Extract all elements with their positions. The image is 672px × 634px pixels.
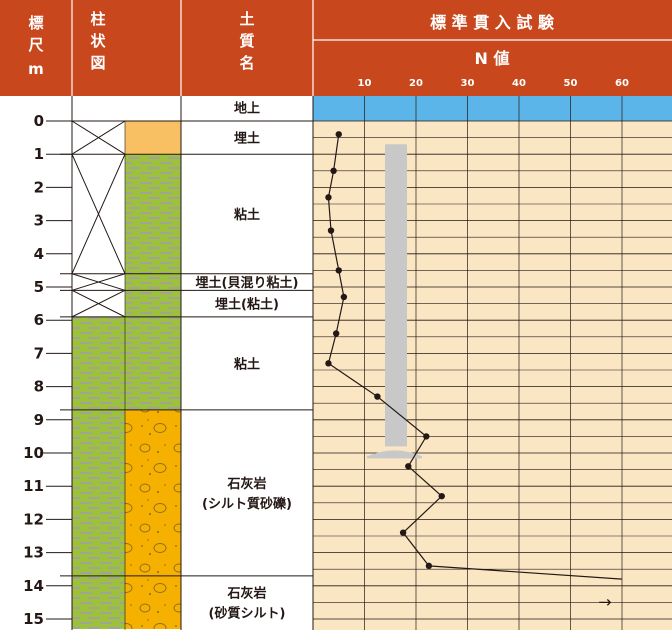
depth-header: 尺 bbox=[28, 36, 43, 54]
fill-cross-mark bbox=[72, 154, 125, 274]
n-value-point bbox=[341, 294, 347, 300]
n-value-point bbox=[405, 463, 411, 469]
n-tick-label: 40 bbox=[512, 78, 526, 89]
beyond-scale-arrow: → bbox=[598, 592, 611, 611]
fill-cross-mark bbox=[72, 290, 125, 317]
depth-tick-label: 3 bbox=[34, 212, 44, 230]
column-clay-right bbox=[125, 154, 181, 317]
n-tick-label: 10 bbox=[358, 78, 372, 89]
depth-tick-label: 9 bbox=[34, 411, 44, 429]
n-tick-label: 60 bbox=[615, 78, 629, 89]
soil-layer-name: (シルト質砂礫) bbox=[202, 496, 292, 512]
depth-tick-label: 7 bbox=[34, 344, 44, 362]
soil-layer-name: 埋土(貝混り粘土) bbox=[196, 275, 299, 291]
depth-tick-label: 14 bbox=[23, 577, 44, 595]
depth-tick-label: 8 bbox=[34, 378, 44, 396]
fill-cross-mark bbox=[72, 121, 125, 154]
depth-tick-label: 5 bbox=[34, 278, 44, 296]
soil-layer-name: (砂質シルト) bbox=[209, 605, 286, 621]
soil-layer-name: 粘土 bbox=[233, 356, 260, 372]
soil-layer-name: 埋土 bbox=[234, 131, 260, 147]
n-value-point bbox=[325, 194, 331, 200]
column-header: 図 bbox=[90, 54, 105, 72]
chart-area bbox=[313, 96, 672, 630]
n-value-point bbox=[325, 360, 331, 366]
soil-header: 名 bbox=[239, 54, 254, 72]
spt-title: 標 準 貫 入 試 験 bbox=[430, 13, 555, 32]
depth-header: m bbox=[28, 60, 44, 78]
depth-tick-label: 1 bbox=[34, 145, 44, 163]
depth-tick-label: 6 bbox=[34, 311, 44, 329]
n-value-point bbox=[426, 563, 432, 569]
depth-tick-label: 0 bbox=[34, 112, 44, 130]
fill-cross-mark bbox=[72, 274, 125, 291]
column-clay-left bbox=[72, 317, 181, 410]
depth-tick-label: 11 bbox=[23, 477, 44, 495]
n-value-point bbox=[400, 529, 406, 535]
n-value-point bbox=[439, 493, 445, 499]
n-value-point bbox=[333, 330, 339, 336]
column-gravel bbox=[125, 410, 181, 629]
column-header: 状 bbox=[90, 32, 106, 50]
n-tick-label: 20 bbox=[409, 78, 423, 89]
soil-layer-name: 石灰岩 bbox=[226, 476, 266, 492]
n-value-point bbox=[336, 131, 342, 137]
depth-tick-label: 4 bbox=[34, 245, 44, 263]
soil-layer-name: 埋土(粘土) bbox=[215, 297, 279, 313]
casing-bar bbox=[385, 144, 407, 446]
depth-tick-label: 15 bbox=[23, 610, 44, 628]
n-value-point bbox=[336, 267, 342, 273]
n-tick-label: 30 bbox=[461, 78, 475, 89]
n-value-point bbox=[374, 393, 380, 399]
soil-header: 質 bbox=[239, 32, 254, 50]
soil-layer-name: 粘土 bbox=[233, 207, 260, 223]
n-tick-label: 50 bbox=[564, 78, 578, 89]
n-value-point bbox=[330, 168, 336, 174]
n-value-point bbox=[328, 227, 334, 233]
depth-tick-label: 2 bbox=[34, 178, 44, 196]
soil-layer-name: 地上 bbox=[234, 101, 260, 117]
ground-level-band bbox=[313, 96, 672, 121]
n-value-label: N 値 bbox=[475, 49, 510, 68]
column-fill-soil bbox=[125, 121, 181, 154]
soil-header: 土 bbox=[239, 10, 254, 28]
n-value-point bbox=[423, 433, 429, 439]
column-header: 柱 bbox=[90, 10, 105, 28]
column-clay-lower bbox=[72, 410, 125, 629]
depth-tick-label: 13 bbox=[23, 544, 44, 562]
soil-layer-name: 石灰岩 bbox=[226, 585, 266, 601]
depth-header: 標 bbox=[28, 14, 43, 32]
depth-tick-label: 12 bbox=[23, 510, 44, 528]
